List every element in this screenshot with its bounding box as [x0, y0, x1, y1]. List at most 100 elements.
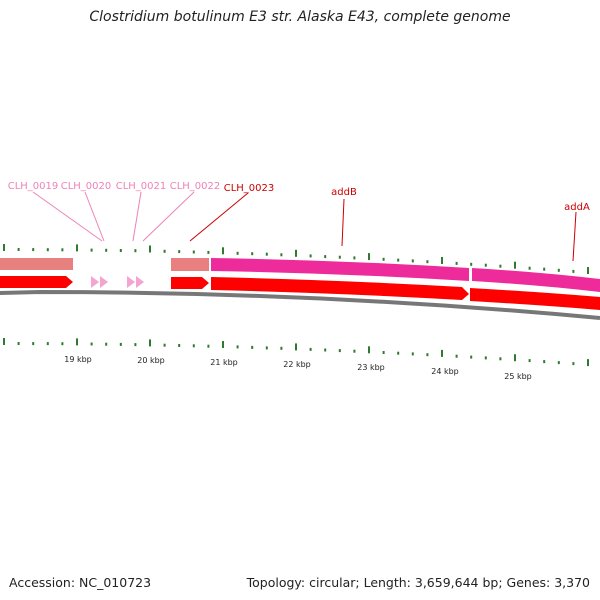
outer-tick — [280, 253, 283, 257]
inner-tick — [528, 359, 531, 363]
outer-tick-row — [3, 244, 589, 274]
outer-tick — [587, 267, 589, 274]
gene-label-addb[interactable]: addB — [331, 187, 357, 198]
inner-tick — [309, 347, 312, 351]
outer-tick — [368, 253, 370, 261]
inner-tick — [572, 362, 575, 366]
gene-label-clh-0020[interactable]: CLH_0020 — [61, 181, 112, 192]
inner-tick — [338, 349, 341, 353]
cds-clh-0023[interactable] — [171, 277, 209, 289]
cds-clh-0022[interactable] — [136, 276, 144, 288]
outer-tick — [455, 261, 458, 265]
outer-tick — [192, 250, 195, 254]
outer-tick — [353, 256, 356, 260]
inner-tick — [105, 342, 108, 346]
inner-tick — [411, 352, 414, 356]
outer-tick — [265, 252, 268, 256]
inner-tick — [455, 354, 458, 358]
inner-tick — [3, 338, 5, 345]
scale-label-21kbp: 21 kbp — [210, 358, 238, 367]
outer-tick — [514, 261, 516, 269]
gene-label-clh-0023[interactable]: CLH_0023 — [224, 183, 275, 194]
scale-label-22kbp: 22 kbp — [283, 360, 311, 369]
inner-tick — [280, 346, 283, 350]
inner-tick — [441, 349, 443, 357]
outer-tick — [90, 248, 93, 252]
inner-tick — [134, 343, 137, 347]
gene-label-clh-0021[interactable]: CLH_0021 — [116, 181, 167, 192]
leader-clh-0020 — [84, 191, 105, 242]
gene-label-leaders — [32, 191, 577, 262]
genome-summary-text: Topology: circular; Length: 3,659,644 bp… — [246, 575, 590, 590]
outer-tick — [3, 244, 5, 251]
inner-tick — [90, 342, 93, 346]
inner-tick — [178, 344, 181, 347]
outer-tick — [382, 257, 385, 261]
gene-label-clh-0022[interactable]: CLH_0022 — [170, 181, 221, 192]
outer-tick — [295, 249, 297, 257]
outer-tick — [105, 248, 108, 252]
cds-clh-0020[interactable] — [91, 276, 99, 288]
inner-tick — [265, 346, 268, 350]
gene-label-adda[interactable]: addA — [564, 202, 590, 213]
inner-tick — [76, 338, 78, 346]
cds-clh-0019[interactable] — [0, 276, 73, 288]
inner-tick — [17, 342, 20, 345]
outer-tick — [178, 250, 181, 254]
outer-tick — [499, 264, 502, 268]
inner-tick — [149, 339, 151, 347]
outer-tick — [543, 267, 546, 271]
outer-tick — [236, 251, 239, 255]
inner-tick — [324, 348, 327, 352]
outer-tick — [222, 247, 224, 255]
cds-track — [0, 276, 600, 310]
inner-tick — [543, 360, 546, 364]
inner-tick — [557, 361, 560, 365]
inner-tick — [353, 349, 356, 353]
feature-clh-0019[interactable] — [0, 258, 73, 270]
gene-label-clh-0019[interactable]: CLH_0019 — [8, 181, 59, 192]
scale-label-24kbp: 24 kbp — [431, 367, 459, 376]
cds-addb[interactable] — [211, 277, 469, 300]
inner-tick — [499, 357, 502, 361]
inner-tick — [46, 342, 49, 346]
leader-clh-0022 — [142, 191, 195, 242]
feature-track — [0, 258, 600, 292]
inner-tick — [222, 341, 224, 348]
inner-tick — [426, 353, 429, 357]
inner-tick — [32, 342, 35, 346]
leader-clh-0019 — [32, 191, 103, 242]
inner-tick — [119, 342, 122, 346]
genome-backbone — [0, 289, 600, 320]
outer-tick — [17, 248, 20, 251]
cds-adda[interactable] — [470, 288, 600, 310]
inner-tick — [251, 345, 254, 349]
outer-tick — [61, 248, 64, 252]
leader-addb — [341, 198, 345, 247]
feature-clh-0023[interactable] — [171, 258, 209, 271]
feature-addb[interactable] — [211, 258, 469, 281]
feature-adda[interactable] — [472, 268, 600, 292]
inner-tick-row — [3, 338, 589, 367]
outer-tick — [119, 249, 122, 252]
outer-tick — [134, 249, 137, 253]
outer-tick — [163, 249, 166, 253]
page-title: Clostridium botulinum E3 str. Alaska E43… — [89, 9, 511, 25]
accession-text: Accession: NC_010723 — [9, 575, 152, 590]
outer-tick — [324, 255, 327, 259]
scale-label-25kbp: 25 kbp — [504, 372, 532, 381]
outer-tick — [528, 266, 531, 270]
outer-tick — [46, 248, 49, 252]
outer-tick — [338, 255, 341, 259]
leader-clh-0021 — [132, 191, 142, 242]
cds-clh-0020b[interactable] — [100, 276, 108, 288]
outer-tick — [470, 262, 473, 266]
inner-tick — [236, 345, 239, 349]
outer-tick — [207, 250, 210, 254]
outer-tick — [32, 248, 35, 252]
inner-tick — [587, 359, 589, 367]
outer-tick — [572, 269, 575, 273]
cds-clh-0021[interactable] — [127, 276, 135, 288]
inner-tick — [295, 343, 297, 351]
